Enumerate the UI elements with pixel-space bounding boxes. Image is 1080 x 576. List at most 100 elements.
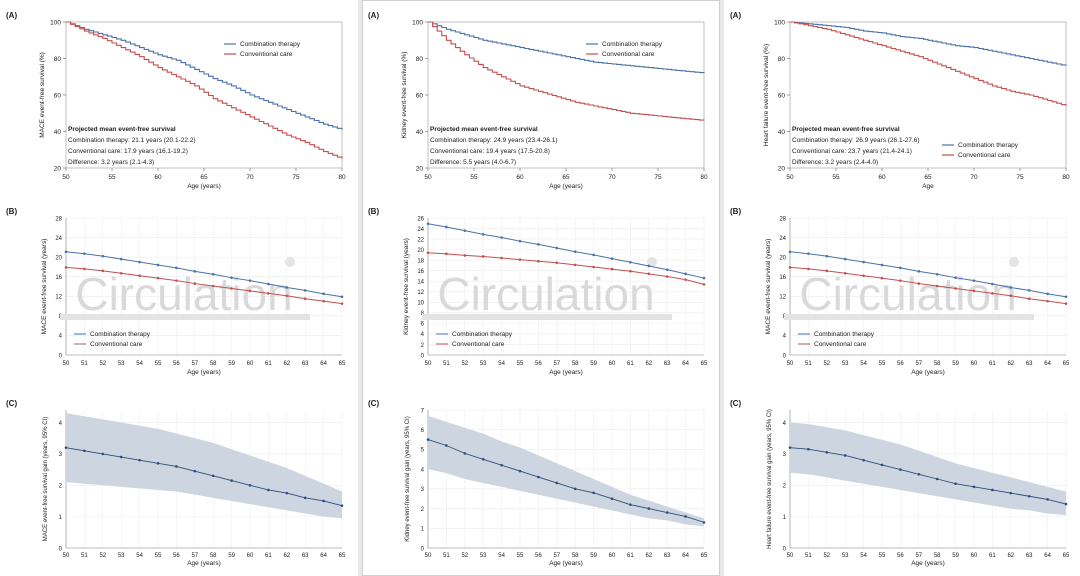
x-tick-label-b: 55 bbox=[879, 361, 886, 367]
proj-point-combination bbox=[573, 250, 577, 254]
x-tick-label-c: 54 bbox=[136, 553, 143, 559]
y-tick-label-b: 20 bbox=[55, 255, 62, 261]
proj-point-conventional bbox=[610, 267, 614, 271]
summary-title: Projected mean event-free survival bbox=[68, 126, 176, 133]
km-curve-conventional bbox=[428, 21, 705, 121]
summary-title: Projected mean event-free survival bbox=[792, 126, 900, 133]
y-axis-label-a: Heart failure event-free survival (%) bbox=[763, 44, 770, 146]
proj-line-conventional bbox=[789, 266, 1067, 305]
gain-point bbox=[285, 491, 289, 495]
gain-line bbox=[427, 439, 705, 523]
x-tick-label-a: 60 bbox=[154, 174, 162, 181]
y-tick-label-b: 22 bbox=[417, 237, 424, 243]
proj-point-conventional bbox=[463, 254, 467, 257]
proj-point-conventional bbox=[684, 278, 687, 281]
proj-point-conventional bbox=[935, 284, 939, 288]
x-tick-label-c: 65 bbox=[1063, 553, 1070, 559]
gain-point bbox=[445, 444, 448, 447]
legend-label-a: Combination therapy bbox=[958, 142, 1019, 149]
proj-point-conventional bbox=[629, 269, 632, 273]
x-tick-label-b: 59 bbox=[228, 361, 235, 367]
proj-point-conventional bbox=[702, 283, 706, 286]
plot-frame-a bbox=[789, 21, 1067, 169]
gain-point bbox=[610, 497, 614, 501]
x-tick-label-a: 80 bbox=[338, 174, 346, 181]
y-tick-label-b: 20 bbox=[417, 248, 424, 254]
y-tick-label-a: 60 bbox=[416, 93, 424, 100]
proj-point-combination bbox=[1009, 286, 1013, 289]
proj-point-conventional bbox=[954, 287, 957, 290]
x-axis-label-b: Age (years) bbox=[187, 369, 221, 376]
panel-tag-a: (A) bbox=[368, 11, 379, 20]
proj-point-conventional bbox=[917, 282, 921, 285]
y-tick-label-b: 4 bbox=[421, 332, 425, 338]
x-tick-label-c: 59 bbox=[228, 553, 235, 559]
proj-point-combination bbox=[807, 252, 810, 256]
x-tick-label-b: 60 bbox=[971, 361, 978, 367]
x-tick-label-b: 57 bbox=[553, 361, 560, 367]
gain-point bbox=[843, 454, 847, 457]
x-tick-label-b: 59 bbox=[590, 361, 597, 367]
proj-point-conventional bbox=[537, 259, 540, 263]
y-tick-label-b: 18 bbox=[417, 258, 424, 264]
watermark-bar bbox=[784, 314, 1034, 320]
x-tick-label-c: 51 bbox=[81, 553, 88, 559]
proj-point-combination bbox=[248, 279, 252, 282]
panel-tag-b: (B) bbox=[730, 207, 741, 216]
y-axis-label-c: Heart failure event-free survival gain (… bbox=[767, 409, 773, 549]
gain-point bbox=[518, 469, 522, 473]
gain-point bbox=[807, 447, 810, 451]
x-tick-label-c: 60 bbox=[247, 553, 254, 559]
x-tick-label-c: 58 bbox=[210, 553, 217, 559]
legend-label-a: Conventional care bbox=[240, 51, 293, 58]
x-tick-label-c: 54 bbox=[498, 553, 505, 559]
proj-point-combination bbox=[518, 239, 522, 243]
x-tick-label-b: 54 bbox=[860, 361, 867, 367]
x-tick-label-c: 55 bbox=[879, 553, 886, 559]
legend-label-b: Combination therapy bbox=[814, 331, 875, 338]
y-tick-label-c: 3 bbox=[59, 452, 63, 458]
y-tick-label-c: 2 bbox=[59, 484, 63, 490]
proj-point-combination bbox=[138, 260, 141, 264]
proj-point-conventional bbox=[1027, 297, 1031, 301]
panel-tag-c: (C) bbox=[6, 399, 17, 408]
proj-point-combination bbox=[788, 250, 792, 254]
proj-point-combination bbox=[285, 286, 289, 289]
y-tick-label-b: 28 bbox=[779, 216, 786, 222]
x-tick-label-b: 60 bbox=[609, 361, 616, 367]
panel-tag-b: (B) bbox=[6, 207, 17, 216]
x-tick-label-c: 59 bbox=[590, 553, 597, 559]
x-tick-label-c: 56 bbox=[173, 553, 180, 559]
y-axis-label-a: Kidney event-free survival (%) bbox=[401, 52, 408, 139]
y-tick-label-b: 12 bbox=[779, 295, 786, 301]
proj-point-conventional bbox=[518, 258, 522, 261]
proj-line-conventional bbox=[427, 252, 705, 285]
x-tick-label-b: 63 bbox=[664, 361, 671, 367]
gain-point bbox=[665, 511, 669, 514]
gain-point bbox=[64, 446, 68, 449]
x-tick-label-b: 51 bbox=[443, 361, 450, 367]
y-axis-label-c: Kidney event-free survival gain (years, … bbox=[405, 416, 411, 541]
watermark-logo-icon bbox=[285, 257, 295, 267]
x-tick-label-c: 60 bbox=[971, 553, 978, 559]
x-tick-label-c: 50 bbox=[787, 553, 794, 559]
y-tick-label-b: 0 bbox=[59, 353, 63, 359]
gain-point bbox=[647, 507, 651, 510]
gain-point bbox=[702, 521, 706, 524]
legend-label-b: Combination therapy bbox=[452, 331, 513, 338]
x-tick-label-c: 50 bbox=[63, 553, 70, 559]
y-tick-label-c: 0 bbox=[421, 546, 425, 552]
proj-point-conventional bbox=[991, 292, 994, 295]
gain-point bbox=[230, 479, 233, 482]
x-tick-label-a: 50 bbox=[786, 174, 794, 181]
proj-point-combination bbox=[917, 270, 921, 273]
proj-point-combination bbox=[862, 260, 865, 264]
proj-point-conventional bbox=[665, 275, 669, 278]
y-axis-label-c: MACE event-free survival gain (years, 95… bbox=[43, 417, 49, 541]
proj-point-combination bbox=[899, 266, 902, 270]
gain-point bbox=[426, 438, 430, 441]
gain-point bbox=[880, 463, 884, 467]
panel-tag-b: (B) bbox=[368, 207, 379, 216]
plot-area-b bbox=[66, 218, 342, 355]
